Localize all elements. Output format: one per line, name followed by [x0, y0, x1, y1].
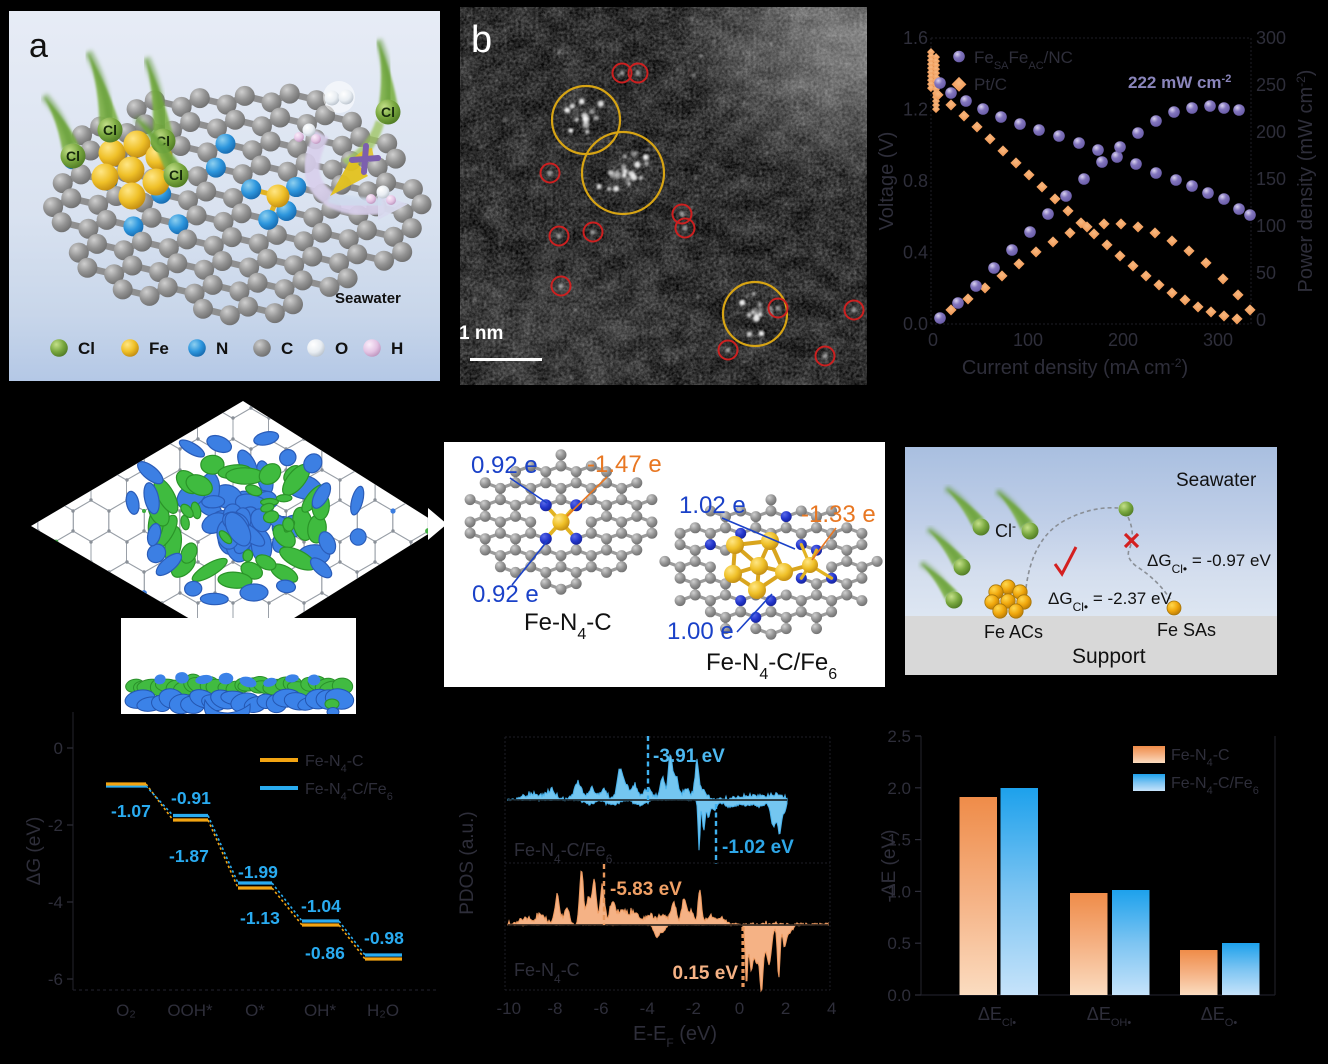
svg-text:Voltage (V): Voltage (V): [876, 132, 898, 231]
svg-text:-0.98: -0.98: [364, 928, 404, 948]
svg-text:0.92 e: 0.92 e: [472, 581, 539, 608]
svg-text:0.5: 0.5: [887, 934, 911, 953]
svg-text:ΔEOH•: ΔEOH•: [1087, 1004, 1132, 1029]
svg-text:Fe-N4-C: Fe-N4-C: [514, 960, 580, 986]
svg-text:-2: -2: [48, 816, 63, 835]
svg-text:Fe-N4-C/Fe6: Fe-N4-C/Fe6: [1171, 775, 1259, 797]
svg-text:O: O: [335, 339, 348, 358]
svg-text:0.8: 0.8: [903, 171, 928, 191]
svg-text:1.6: 1.6: [903, 28, 928, 48]
svg-text:1.5: 1.5: [887, 831, 911, 850]
svg-text:Seawater: Seawater: [335, 290, 401, 307]
svg-text:-3.91 eV: -3.91 eV: [653, 746, 725, 767]
svg-text:1.00 e: 1.00 e: [667, 618, 734, 645]
svg-text:-1.33 e: -1.33 e: [801, 501, 876, 528]
svg-text:1.2: 1.2: [903, 100, 928, 120]
svg-text:2: 2: [781, 999, 790, 1018]
svg-text:1.02 e: 1.02 e: [679, 492, 746, 519]
svg-text:200: 200: [1256, 122, 1286, 142]
svg-text:0.4: 0.4: [903, 243, 928, 263]
svg-text:-4: -4: [640, 999, 655, 1018]
svg-text:1 nm: 1 nm: [459, 323, 503, 344]
svg-text:150: 150: [1256, 169, 1286, 189]
svg-text:-ΔE (eV): -ΔE (eV): [879, 830, 900, 903]
svg-text:Fe-N4-C/Fe6: Fe-N4-C/Fe6: [305, 781, 393, 803]
svg-text:H₂O: H₂O: [367, 1001, 399, 1020]
svg-text:Pt/C: Pt/C: [974, 75, 1007, 94]
svg-text:C: C: [281, 339, 293, 358]
svg-text:H: H: [391, 339, 403, 358]
svg-text:Fe-N4-C: Fe-N4-C: [1171, 747, 1230, 769]
svg-text:0.92 e: 0.92 e: [471, 452, 538, 479]
svg-text:PDOS (a.u.): PDOS (a.u.): [457, 811, 478, 914]
svg-text:-1.99: -1.99: [238, 862, 278, 882]
svg-text:-1.47 e: -1.47 e: [587, 451, 662, 478]
svg-text:-0.91: -0.91: [171, 788, 211, 808]
svg-text:b: b: [471, 19, 492, 61]
svg-text:-1.02 eV: -1.02 eV: [722, 837, 794, 858]
svg-text:OH*: OH*: [304, 1001, 337, 1020]
svg-text:2.5: 2.5: [887, 727, 911, 746]
svg-text:Fe-N4-C/Fe6: Fe-N4-C/Fe6: [514, 840, 613, 866]
svg-text:0: 0: [54, 739, 63, 758]
svg-text:Cl: Cl: [169, 167, 183, 183]
svg-text:O₂: O₂: [116, 1001, 136, 1020]
svg-text:-5.83 eV: -5.83 eV: [610, 879, 682, 900]
svg-text:-6: -6: [48, 970, 63, 989]
svg-text:50: 50: [1256, 263, 1276, 283]
svg-text:-0.86: -0.86: [305, 943, 345, 963]
svg-text:-1.07: -1.07: [111, 801, 151, 821]
svg-text:-1.13: -1.13: [240, 908, 280, 928]
svg-text:Fe: Fe: [149, 339, 169, 358]
svg-text:-4: -4: [48, 893, 63, 912]
svg-text:100: 100: [1256, 216, 1286, 236]
svg-text:OOH*: OOH*: [167, 1001, 213, 1020]
svg-text:0.0: 0.0: [887, 986, 911, 1005]
svg-text:Support: Support: [1072, 645, 1146, 668]
svg-text:-6: -6: [594, 999, 609, 1018]
svg-text:ΔECl•: ΔECl•: [978, 1004, 1016, 1029]
svg-text:Cl: Cl: [103, 122, 117, 138]
svg-text:200: 200: [1108, 330, 1138, 350]
svg-text:Cl: Cl: [78, 339, 95, 358]
svg-text:0.15 eV: 0.15 eV: [673, 963, 739, 984]
svg-text:-2: -2: [686, 999, 701, 1018]
svg-text:FeSAFeAC/NC: FeSAFeAC/NC: [974, 48, 1073, 72]
svg-text:Fe ACs: Fe ACs: [984, 622, 1043, 642]
svg-text:-8: -8: [547, 999, 562, 1018]
svg-text:1.0: 1.0: [887, 882, 911, 901]
svg-text:100: 100: [1013, 330, 1043, 350]
svg-text:-1.04: -1.04: [301, 896, 341, 916]
svg-text:-1.87: -1.87: [169, 846, 209, 866]
svg-text:300: 300: [1203, 330, 1233, 350]
svg-text:0: 0: [1256, 310, 1266, 330]
svg-text:Power density (mW cm-2): Power density (mW cm-2): [1294, 70, 1317, 293]
svg-text:a: a: [29, 27, 48, 65]
svg-text:ΔEO•: ΔEO•: [1201, 1004, 1238, 1029]
svg-text:250: 250: [1256, 75, 1286, 95]
svg-text:O*: O*: [245, 1001, 265, 1020]
svg-text:0.0: 0.0: [903, 314, 928, 334]
svg-text:N: N: [216, 339, 228, 358]
svg-text:ΔG (eV): ΔG (eV): [24, 817, 45, 886]
svg-text:0: 0: [928, 330, 938, 350]
svg-text:-10: -10: [497, 999, 522, 1018]
svg-text:4: 4: [827, 999, 836, 1018]
svg-text:Fe-N4-C: Fe-N4-C: [305, 753, 364, 775]
svg-text:Current density (mA cm-2): Current density (mA cm-2): [962, 356, 1188, 379]
svg-text:222 mW cm-2: 222 mW cm-2: [1128, 73, 1231, 92]
svg-text:Cl: Cl: [381, 104, 395, 120]
svg-text:E-EF (eV): E-EF (eV): [633, 1023, 717, 1050]
svg-text:Cl: Cl: [66, 148, 80, 164]
svg-text:Seawater: Seawater: [1176, 470, 1257, 491]
svg-text:300: 300: [1256, 28, 1286, 48]
svg-text:2.0: 2.0: [887, 779, 911, 798]
svg-text:Cl-: Cl-: [995, 519, 1016, 541]
svg-text:0: 0: [735, 999, 744, 1018]
svg-text:Fe SAs: Fe SAs: [1157, 620, 1216, 640]
